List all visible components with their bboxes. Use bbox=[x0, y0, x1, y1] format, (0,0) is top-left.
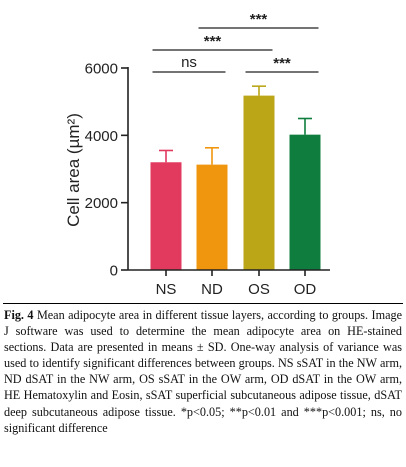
y-tick-label: 6000 bbox=[85, 61, 118, 78]
y-axis-label: Cell area (µm²) bbox=[64, 113, 83, 227]
y-tick-label: 0 bbox=[110, 263, 118, 280]
bar-od bbox=[289, 134, 321, 270]
caption-text: Mean adipocyte area in different tissue … bbox=[4, 308, 402, 435]
x-tick-label: OD bbox=[294, 281, 317, 298]
x-tick-label: OS bbox=[248, 281, 270, 298]
bar-nd bbox=[196, 164, 228, 270]
caption-divider bbox=[3, 303, 403, 304]
y-tick-label: 4000 bbox=[85, 128, 118, 145]
x-tick-label: NS bbox=[156, 281, 177, 298]
bar-ns bbox=[150, 162, 182, 270]
x-tick-label: ND bbox=[201, 281, 223, 298]
significance-label: ns bbox=[181, 54, 197, 71]
figure-label: Fig. 4 bbox=[4, 308, 34, 322]
y-tick-label: 2000 bbox=[85, 195, 118, 212]
significance-label: *** bbox=[250, 11, 268, 28]
bar-os bbox=[243, 95, 275, 271]
figure-caption: Fig. 4 Mean adipocyte area in different … bbox=[4, 307, 402, 436]
significance-label: *** bbox=[273, 55, 291, 72]
bar-chart-svg: 0 2000 4000 6000 NS ND OS OD Cell area (µm²) ns **… bbox=[64, 11, 330, 298]
chart: 0 2000 4000 6000 NS ND OS OD Cell area (µm²) ns **… bbox=[64, 11, 330, 298]
significance-label: *** bbox=[204, 33, 222, 50]
